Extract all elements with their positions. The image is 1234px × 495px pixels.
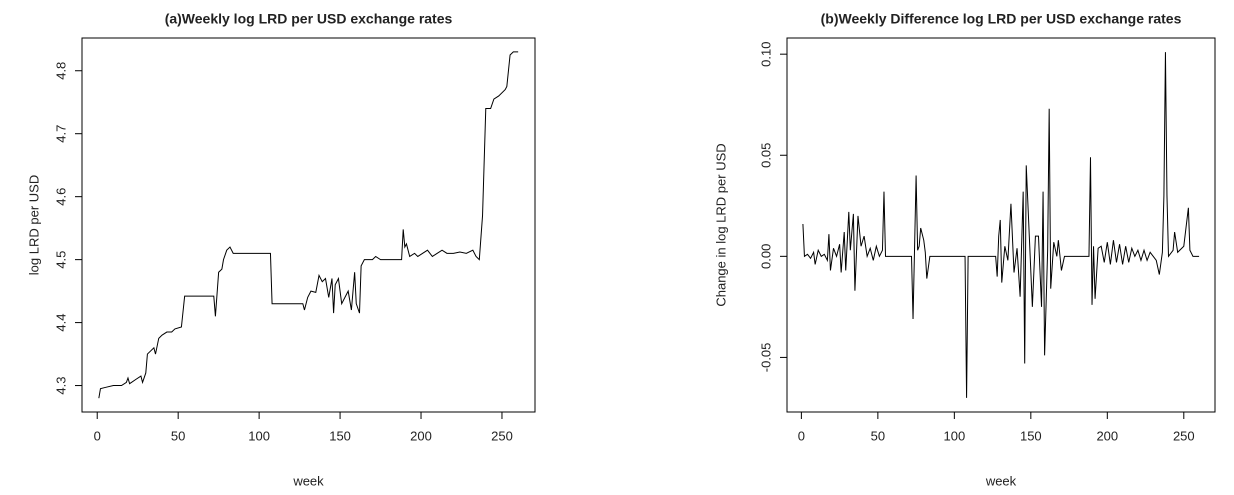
x-tick-label: 200 (410, 428, 432, 443)
x-axis-label: week (985, 473, 1017, 488)
x-tick-label: 50 (871, 428, 885, 443)
data-line (98, 51, 519, 399)
plot-frame (786, 37, 1216, 413)
y-tick-label: 4.7 (53, 125, 68, 143)
y-tick-label: 4.3 (53, 377, 68, 395)
x-tick-label: 250 (1173, 428, 1195, 443)
y-tick-label: 4.6 (53, 188, 68, 206)
x-tick-label: 150 (1020, 428, 1042, 443)
plot-frame (81, 37, 536, 413)
x-axis-label: week (292, 473, 324, 488)
x-tick-label: 0 (94, 428, 101, 443)
data-line (802, 52, 1200, 398)
y-axis-label: log LRD per USD (26, 175, 41, 275)
y-axis-label: Change in log LRD per USD (713, 143, 728, 306)
x-tick-label: 150 (329, 428, 351, 443)
x-tick-label: 100 (248, 428, 270, 443)
x-tick-label: 0 (798, 428, 805, 443)
y-tick-label: 0.00 (758, 244, 773, 269)
x-tick-label: 100 (943, 428, 965, 443)
x-tick-label: 250 (491, 428, 513, 443)
y-tick-label: 0.10 (758, 42, 773, 67)
chart-title: (a)Weekly log LRD per USD exchange rates (165, 11, 453, 27)
chart-title: (b)Weekly Difference log LRD per USD exc… (821, 11, 1182, 27)
y-tick-label: 4.4 (53, 314, 68, 332)
y-tick-label: -0.05 (758, 343, 773, 373)
x-tick-label: 50 (171, 428, 185, 443)
y-tick-label: 4.5 (53, 251, 68, 269)
y-tick-label: 4.8 (53, 62, 68, 80)
y-tick-label: 0.05 (758, 143, 773, 168)
x-tick-label: 200 (1096, 428, 1118, 443)
